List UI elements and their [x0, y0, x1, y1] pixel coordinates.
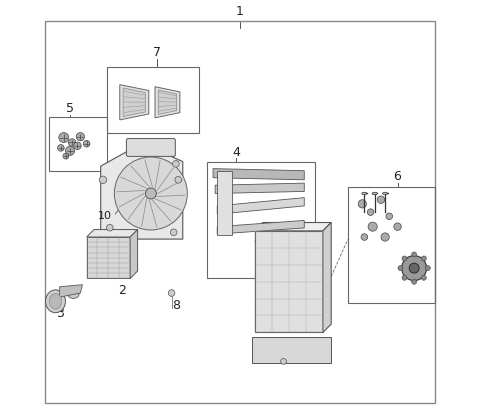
Text: 4: 4 — [232, 146, 240, 158]
Circle shape — [377, 196, 384, 203]
Circle shape — [168, 290, 175, 296]
Bar — [348, 187, 435, 303]
Circle shape — [412, 252, 417, 257]
Polygon shape — [254, 223, 331, 231]
Circle shape — [83, 141, 90, 147]
Ellipse shape — [68, 289, 79, 298]
Text: 11: 11 — [259, 344, 275, 357]
Circle shape — [368, 222, 377, 231]
Circle shape — [173, 161, 179, 167]
Polygon shape — [215, 183, 304, 193]
Circle shape — [402, 256, 407, 261]
Ellipse shape — [383, 192, 388, 195]
Ellipse shape — [362, 192, 367, 195]
Circle shape — [59, 133, 69, 143]
Circle shape — [68, 139, 76, 146]
Polygon shape — [86, 230, 138, 237]
Circle shape — [99, 176, 107, 183]
Text: 9: 9 — [259, 291, 267, 304]
Text: 7: 7 — [153, 46, 161, 59]
Polygon shape — [130, 230, 138, 278]
Circle shape — [76, 133, 84, 141]
FancyBboxPatch shape — [126, 139, 175, 156]
Circle shape — [381, 233, 389, 241]
Circle shape — [170, 229, 177, 235]
Circle shape — [361, 234, 368, 240]
Polygon shape — [217, 198, 304, 214]
Circle shape — [421, 256, 426, 261]
Circle shape — [175, 176, 181, 183]
Polygon shape — [120, 84, 149, 120]
Bar — [254, 231, 323, 332]
Circle shape — [63, 153, 69, 159]
Polygon shape — [123, 88, 145, 116]
Circle shape — [74, 142, 81, 149]
Polygon shape — [60, 285, 83, 297]
Ellipse shape — [372, 192, 377, 195]
Circle shape — [402, 275, 407, 280]
Polygon shape — [323, 223, 331, 332]
Circle shape — [358, 200, 366, 208]
Circle shape — [402, 256, 427, 280]
Text: 8: 8 — [172, 299, 180, 312]
Circle shape — [409, 263, 419, 273]
Polygon shape — [217, 171, 232, 235]
Bar — [108, 67, 199, 134]
Circle shape — [412, 279, 417, 284]
Circle shape — [386, 213, 393, 220]
Polygon shape — [213, 168, 304, 180]
Text: 10: 10 — [98, 211, 112, 221]
Polygon shape — [158, 90, 177, 114]
Text: 3: 3 — [56, 307, 63, 320]
Circle shape — [394, 223, 401, 230]
Circle shape — [281, 359, 287, 364]
Text: 5: 5 — [66, 102, 74, 115]
Circle shape — [145, 188, 156, 199]
Circle shape — [398, 266, 403, 270]
Circle shape — [58, 145, 64, 151]
Bar — [49, 117, 108, 171]
Circle shape — [114, 157, 187, 230]
Polygon shape — [252, 337, 331, 364]
Circle shape — [421, 275, 426, 280]
Polygon shape — [155, 87, 180, 118]
Circle shape — [107, 224, 113, 231]
Bar — [207, 162, 314, 278]
Text: 2: 2 — [118, 285, 126, 297]
Circle shape — [65, 146, 74, 155]
Ellipse shape — [46, 290, 65, 313]
Text: 6: 6 — [394, 171, 401, 183]
Text: 1: 1 — [236, 5, 244, 17]
Ellipse shape — [49, 293, 62, 309]
Circle shape — [425, 266, 430, 270]
Polygon shape — [217, 220, 304, 234]
Bar — [86, 237, 130, 278]
Circle shape — [367, 209, 374, 215]
Polygon shape — [101, 144, 183, 239]
